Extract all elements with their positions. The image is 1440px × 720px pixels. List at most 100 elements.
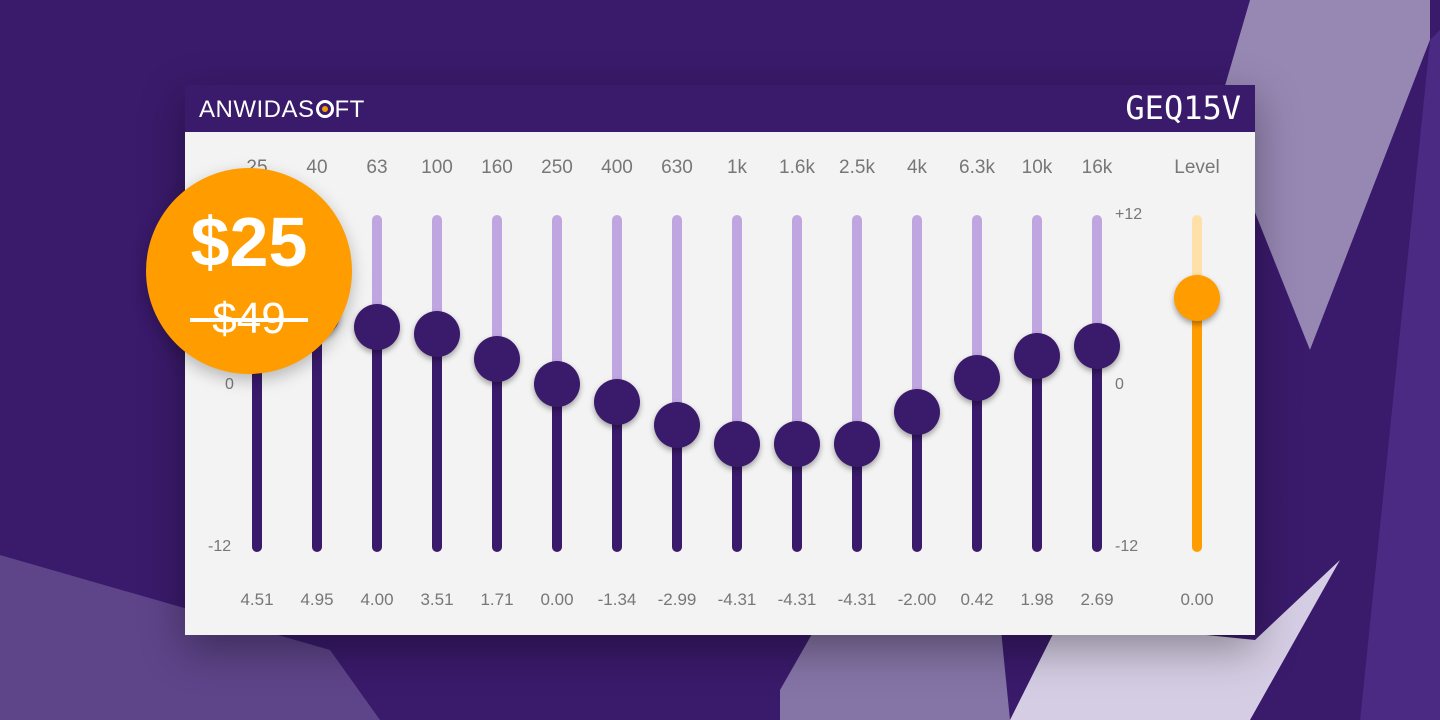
band-slider: 1.6k -4.31	[767, 85, 827, 635]
slider-track-lower[interactable]	[492, 359, 502, 552]
slider-knob[interactable]	[714, 421, 760, 468]
slider-knob[interactable]	[654, 402, 700, 449]
slider-track-upper[interactable]	[852, 215, 862, 445]
slider-knob[interactable]	[1174, 275, 1220, 321]
band-gain-value: -4.31	[777, 590, 817, 609]
band-frequency-label: 250	[541, 157, 573, 178]
strikethrough-line	[190, 318, 308, 322]
level-slider: Level 0.00	[1167, 85, 1227, 635]
band-gain-value: 1.98	[1020, 590, 1054, 609]
slider-track-upper[interactable]	[372, 215, 382, 328]
band-gain-value: 4.51	[240, 590, 274, 609]
slider-track-lower[interactable]	[432, 334, 442, 552]
slider-track-lower[interactable]	[912, 411, 922, 552]
band-frequency-label: 40	[306, 157, 328, 178]
band-slider: 2.5k -4.31	[827, 85, 887, 635]
band-frequency-label: 6.3k	[959, 157, 995, 178]
scale-right-zero: 0	[1115, 376, 1124, 393]
band-frequency-label: 400	[601, 157, 633, 178]
band-slider: 63 4.00	[347, 85, 407, 635]
slider-track-lower[interactable]	[312, 313, 322, 552]
scale-right-min: -12	[1115, 538, 1139, 555]
band-slider: 4k -2.00	[887, 85, 947, 635]
band-frequency-label: 2.5k	[839, 157, 875, 178]
slider-track-lower[interactable]	[972, 377, 982, 552]
slider-knob[interactable]	[1074, 322, 1120, 369]
band-slider: 160 1.71	[467, 85, 527, 635]
band-gain-value: 1.71	[480, 590, 514, 609]
band-gain-value: -4.31	[837, 590, 877, 609]
header-bar: ANWIDAS FT GEQ15V	[185, 85, 1255, 132]
slider-track-lower[interactable]	[792, 444, 802, 552]
scale-right-max: +12	[1115, 206, 1143, 223]
band-gain-value: 0.42	[960, 590, 994, 609]
band-slider: 10k 1.98	[1007, 85, 1067, 635]
slider-track-lower[interactable]	[732, 444, 742, 552]
slider-track-lower[interactable]	[672, 425, 682, 552]
slider-track-upper[interactable]	[1192, 215, 1202, 298]
slider-knob[interactable]	[1014, 332, 1060, 379]
band-gain-value: 3.51	[420, 590, 454, 609]
slider-track-lower[interactable]	[372, 327, 382, 552]
band-slider: 6.3k 0.42	[947, 85, 1007, 635]
brand-logo: ANWIDAS FT	[199, 96, 365, 124]
band-frequency-label: 63	[366, 157, 388, 178]
slider-knob[interactable]	[954, 354, 1000, 401]
brand-suffix: FT	[334, 96, 365, 123]
slider-track-upper[interactable]	[492, 215, 502, 360]
price-badge: $25 $49	[146, 168, 352, 374]
slider-track-lower[interactable]	[1032, 355, 1042, 552]
band-gain-value: 0.00	[540, 590, 574, 609]
slider-knob[interactable]	[894, 388, 940, 435]
band-gain-value: 4.00	[360, 590, 394, 609]
band-frequency-label: 16k	[1081, 157, 1113, 178]
band-frequency-label: 100	[421, 157, 453, 178]
slider-track-upper[interactable]	[912, 215, 922, 412]
slider-track-lower[interactable]	[252, 320, 262, 552]
band-frequency-label: Level	[1174, 157, 1220, 178]
slider-track-upper[interactable]	[972, 215, 982, 378]
slider-track-upper[interactable]	[612, 215, 622, 403]
slider-knob[interactable]	[594, 379, 640, 426]
slider-track-upper[interactable]	[432, 215, 442, 335]
band-frequency-label: 1.6k	[779, 157, 815, 178]
band-slider: 16k 2.69	[1067, 85, 1127, 635]
slider-track-lower[interactable]	[852, 444, 862, 552]
slider-track-lower[interactable]	[612, 402, 622, 552]
slider-track-lower[interactable]	[1092, 345, 1102, 552]
slider-track-upper[interactable]	[552, 215, 562, 384]
band-frequency-label: 4k	[906, 157, 928, 178]
scale-left-min: -12	[208, 538, 232, 555]
band-gain-value: 4.95	[300, 590, 334, 609]
logo-o-icon	[315, 100, 334, 118]
scale-left-zero: 0	[225, 376, 234, 393]
slider-knob[interactable]	[834, 421, 880, 468]
band-slider: 630 -2.99	[647, 85, 707, 635]
slider-knob[interactable]	[774, 421, 820, 468]
band-frequency-label: 1k	[726, 157, 748, 178]
slider-knob[interactable]	[534, 360, 580, 407]
slider-track-upper[interactable]	[1092, 215, 1102, 346]
slider-track-upper[interactable]	[672, 215, 682, 426]
slider-knob[interactable]	[474, 336, 520, 383]
band-slider: 400 -1.34	[587, 85, 647, 635]
slider-track-upper[interactable]	[1032, 215, 1042, 356]
brand-prefix: ANWIDAS	[199, 96, 315, 123]
product-name: GEQ15V	[1125, 89, 1241, 127]
band-gain-value: -4.31	[717, 590, 757, 609]
band-frequency-label: 630	[661, 157, 693, 178]
band-slider: 100 3.51	[407, 85, 467, 635]
slider-track-upper[interactable]	[792, 215, 802, 445]
band-gain-value: -2.00	[897, 590, 937, 609]
slider-knob[interactable]	[414, 311, 460, 358]
band-gain-value: 0.00	[1180, 590, 1214, 609]
slider-track-lower[interactable]	[1192, 298, 1202, 552]
current-price: $25	[190, 203, 308, 281]
slider-track-upper[interactable]	[732, 215, 742, 445]
band-slider: 1k -4.31	[707, 85, 767, 635]
slider-knob[interactable]	[354, 304, 400, 351]
band-gain-value: -1.34	[597, 590, 637, 609]
slider-track-lower[interactable]	[552, 383, 562, 552]
